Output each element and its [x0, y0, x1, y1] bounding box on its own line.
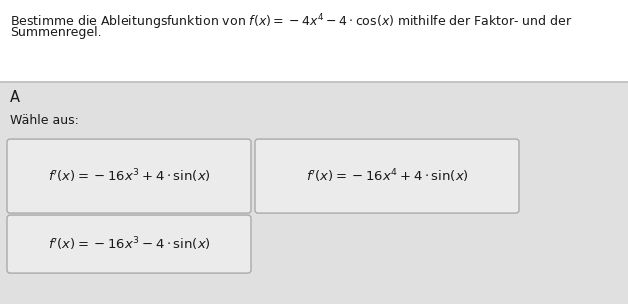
Text: $f'(x) = -16x^4 + 4\cdot \sin(x)$: $f'(x) = -16x^4 + 4\cdot \sin(x)$ — [306, 167, 468, 185]
FancyBboxPatch shape — [255, 139, 519, 213]
Bar — [0, 0, 628, 82]
Text: Bestimme die Ableitungsfunktion von $f(x) = -4x^4 - 4\cdot \cos(x)$ mithilfe der: Bestimme die Ableitungsfunktion von $f(x… — [10, 12, 572, 32]
Text: Summenregel.: Summenregel. — [10, 26, 102, 39]
Text: A: A — [10, 90, 20, 105]
Text: $f'(x) = -16x^3 - 4\cdot \sin(x)$: $f'(x) = -16x^3 - 4\cdot \sin(x)$ — [48, 235, 210, 253]
Text: Wähle aus:: Wähle aus: — [10, 114, 79, 127]
FancyBboxPatch shape — [7, 215, 251, 273]
Text: $f'(x) = -16x^3 + 4\cdot \sin(x)$: $f'(x) = -16x^3 + 4\cdot \sin(x)$ — [48, 167, 210, 185]
FancyBboxPatch shape — [7, 139, 251, 213]
